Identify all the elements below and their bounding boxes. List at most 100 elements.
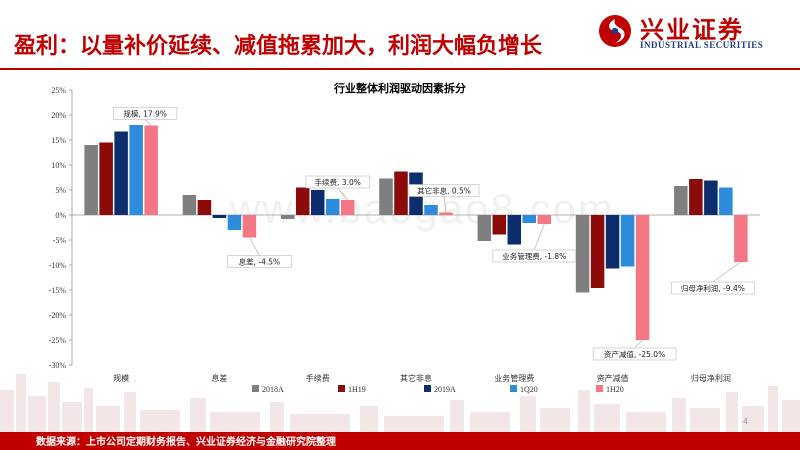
bar-1H19-4 xyxy=(492,215,507,235)
bar-1H20-6 xyxy=(734,215,748,262)
legend-label: 2019A xyxy=(434,385,456,394)
callout-leader xyxy=(443,196,447,213)
y-tick-label: 25% xyxy=(51,86,66,95)
callout-leader xyxy=(534,223,545,251)
chart-title: 行业整体利润驱动因素拆分 xyxy=(333,81,466,95)
callout-label: 手续费, 3.0% xyxy=(315,177,361,187)
title-rule xyxy=(0,68,800,70)
bar-1H19-2 xyxy=(295,187,310,215)
category-label: 资产减值 xyxy=(597,373,629,383)
city-skyline-decoration xyxy=(0,374,800,432)
logo-chinese-name: 兴业证券 xyxy=(640,16,744,44)
logo-english-name: INDUSTRIAL SECURITIES xyxy=(640,40,764,50)
bar-2019A-2 xyxy=(310,190,325,215)
bar-2019A-6 xyxy=(704,180,718,215)
callout-box xyxy=(592,347,677,361)
y-tick-label: -20% xyxy=(49,311,67,320)
footer-bar xyxy=(0,432,800,450)
bar-1H19-6 xyxy=(689,179,703,215)
legend-label: 1Q20 xyxy=(520,385,538,394)
y-tick-label: -5% xyxy=(53,236,67,245)
callout-box xyxy=(227,255,292,268)
bar-1H19-5 xyxy=(590,215,605,288)
bar-1Q20-2 xyxy=(325,199,340,215)
bar-2019A-5 xyxy=(605,215,620,269)
callout-label: 业务管理费, -1.8% xyxy=(502,251,566,261)
bar-layer xyxy=(84,125,748,340)
category-label: 业务管理费 xyxy=(494,373,534,383)
bar-1H19-3 xyxy=(394,171,408,215)
callout-label: 规模, 17.9% xyxy=(123,109,167,119)
industrial-securities-logo-icon xyxy=(599,15,631,47)
legend-swatch-2018A xyxy=(252,385,259,392)
y-tick-label: 5% xyxy=(55,186,66,195)
bar-1Q20-4 xyxy=(522,215,537,223)
bar-1H20-0 xyxy=(144,125,158,215)
callout-box xyxy=(408,184,480,197)
legend-swatch-1H20 xyxy=(596,385,603,392)
callout-label: 归母净利润, -9.4% xyxy=(681,283,745,293)
callout-box xyxy=(492,249,576,263)
bar-1H20-5 xyxy=(635,215,650,340)
y-tick-label: -30% xyxy=(49,361,67,370)
y-tick-label: -25% xyxy=(49,336,67,345)
category-label-layer: 规模 息差 手续费 其它非息 业务管理费 资产减值 归母净利润 xyxy=(113,373,731,383)
y-tick-label: 15% xyxy=(51,136,66,145)
y-tick-label: 20% xyxy=(51,111,66,120)
legend-label: 1H20 xyxy=(606,385,624,394)
bar-2018A-2 xyxy=(280,215,295,219)
callout-leader xyxy=(249,237,260,256)
slide-title: 盈利：以量补价延续、减值拖累加大，利润大幅负增长 xyxy=(14,34,543,59)
category-label: 归母净利润 xyxy=(691,373,731,383)
category-label: 其它非息 xyxy=(400,373,432,383)
callout-box xyxy=(305,175,370,189)
bar-2018A-3 xyxy=(379,178,393,215)
callout-leader xyxy=(144,119,152,126)
bar-1Q20-1 xyxy=(227,215,242,230)
y-tick-label: 10% xyxy=(51,161,66,170)
bar-2018A-6 xyxy=(674,186,688,215)
y-tick-label: 0% xyxy=(55,211,66,220)
callout-leader xyxy=(634,339,643,349)
category-label: 息差 xyxy=(211,373,227,383)
bar-2018A-5 xyxy=(575,215,590,293)
legend-swatch-2019A xyxy=(424,385,431,392)
bar-2018A-0 xyxy=(84,145,98,215)
callout-leader xyxy=(712,261,742,283)
profit-driver-bar-chart: 行业整体利润驱动因素拆分 25% 20% 15% 10% 5% 0% -5% -10% -15%… xyxy=(49,81,760,394)
callout-box xyxy=(113,107,178,120)
callout-leader xyxy=(337,187,348,201)
bar-1H20-2 xyxy=(340,200,355,215)
legend-swatch-1H19 xyxy=(338,385,345,392)
bar-1H19-1 xyxy=(197,200,212,215)
y-tick-label: -10% xyxy=(49,261,67,270)
callout-label: 其它非息, 0.5% xyxy=(417,186,471,196)
bar-1Q20-0 xyxy=(129,125,143,215)
page-number: 4 xyxy=(742,417,748,426)
bar-1H20-4 xyxy=(537,215,552,224)
annotation-layer: 规模, 17.9% 息差, -4.5% 手续费, 3.0% 其它非息, 0.5% 业务管… xyxy=(113,107,755,361)
y-tick-label: -15% xyxy=(49,286,67,295)
callout-label: 资产减值, -25.0% xyxy=(604,349,665,359)
bar-2019A-4 xyxy=(507,215,522,245)
legend-label: 1H19 xyxy=(348,385,366,394)
bar-1Q20-3 xyxy=(424,205,438,215)
bar-1H20-1 xyxy=(242,215,257,238)
bar-1H19-0 xyxy=(99,142,113,215)
brand-logo: 兴业证券 INDUSTRIAL SECURITIES xyxy=(598,10,788,54)
legend-swatch-1Q20 xyxy=(510,385,517,392)
category-label: 手续费 xyxy=(306,373,330,383)
legend: 2018A 1H19 2019A 1Q20 1H20 xyxy=(252,385,624,394)
category-label: 规模 xyxy=(113,373,129,383)
legend-label: 2018A xyxy=(262,385,284,394)
footer-source-text: 数据来源：上市公司定期财务报告、兴业证券经济与金融研究院整理 xyxy=(36,437,336,448)
bar-2019A-1 xyxy=(212,215,227,218)
callout-box xyxy=(671,281,755,295)
bar-1Q20-6 xyxy=(719,187,733,215)
bar-1Q20-5 xyxy=(620,215,635,267)
bar-1H20-3 xyxy=(439,212,453,215)
callout-label: 息差, -4.5% xyxy=(239,257,281,267)
bar-2018A-1 xyxy=(182,195,197,215)
bar-2019A-0 xyxy=(114,131,128,215)
bar-2018A-4 xyxy=(477,215,492,241)
